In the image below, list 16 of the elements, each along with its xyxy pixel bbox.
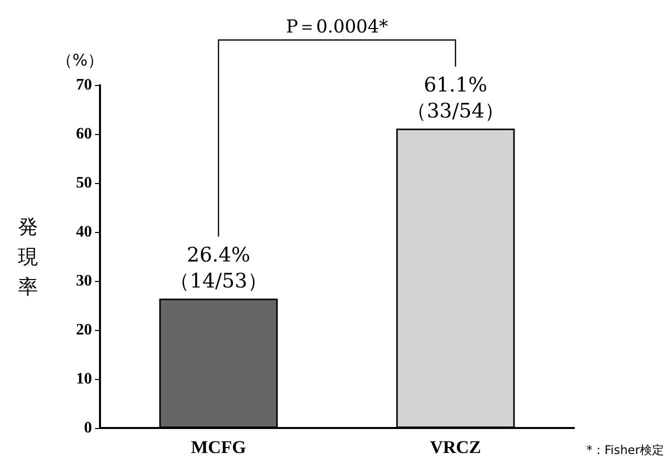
y-tick-label: 0 xyxy=(84,420,92,436)
y-axis-title: 発現率 xyxy=(18,214,38,298)
x-tick-label: MCFG xyxy=(191,437,246,457)
data-label: 61.1% （33/54） xyxy=(406,72,504,123)
text: P＝0.0004* xyxy=(286,16,388,38)
data-label: 26.4% （14/53） xyxy=(170,242,268,293)
x-tick-label: VRCZ xyxy=(430,437,482,457)
text: （%） xyxy=(56,50,104,70)
y-tick-label: 40 xyxy=(76,224,92,240)
text: *：Fisher検定 xyxy=(586,443,664,457)
y-tick-label: 60 xyxy=(76,126,92,142)
y-tick-label: 30 xyxy=(76,272,92,290)
y-tick-label: 20 xyxy=(76,322,92,338)
y-tick-label: 10 xyxy=(76,370,92,388)
y-tick-label: 70 xyxy=(76,76,92,94)
y-tick-label: 50 xyxy=(76,174,92,192)
